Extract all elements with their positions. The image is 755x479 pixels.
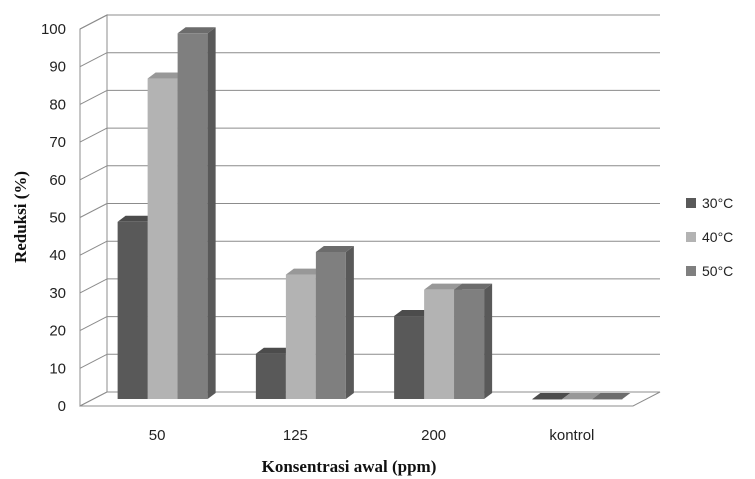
x-tick-label-kontrol: kontrol	[549, 427, 594, 444]
bar-front	[177, 33, 208, 400]
y-tick-label: 60	[49, 172, 66, 189]
bar-50°C-200	[454, 283, 493, 399]
floor	[79, 391, 661, 407]
gridline-side	[79, 240, 108, 256]
bar-top	[255, 347, 294, 354]
y-tick-label: 0	[58, 398, 66, 415]
gridline-side	[79, 89, 108, 105]
y-tick-label: 90	[49, 59, 66, 76]
y-tick-label: 20	[49, 323, 66, 340]
bar-top	[394, 310, 433, 317]
y-tick-label: 70	[49, 134, 66, 151]
bar-top	[285, 268, 324, 275]
bar-side	[345, 245, 354, 399]
bar-top	[592, 393, 631, 399]
bar-top	[562, 393, 601, 399]
x-axis-label: Konsentrasi awal (ppm)	[262, 457, 437, 476]
y-tick-labels: 0 10 20 30 40 50 60 70 80 90 100	[41, 21, 66, 415]
x-tick-label-125: 125	[283, 427, 308, 444]
bar-front	[147, 78, 178, 400]
legend-swatch	[686, 198, 696, 208]
x-tick-label-50: 50	[149, 427, 166, 444]
bar-40°C-kontrol	[562, 393, 601, 400]
bar-top	[147, 72, 186, 79]
y-tick-label: 100	[41, 21, 66, 38]
bar-front	[117, 221, 148, 399]
bar-top	[454, 283, 493, 290]
bar-front	[424, 289, 455, 399]
gridline-side	[79, 316, 108, 332]
gridline-side	[79, 278, 108, 294]
gridline-side	[79, 165, 108, 181]
bar-top	[315, 245, 354, 252]
gridline-side	[79, 353, 108, 369]
gridline-side	[79, 14, 108, 30]
bar-side	[207, 27, 216, 400]
x-tick-labels: 50 125 200 kontrol	[149, 427, 595, 444]
bar-front	[562, 399, 593, 400]
y-tick-label: 40	[49, 247, 66, 264]
y-tick-label: 10	[49, 360, 66, 377]
bar-50°C-kontrol	[592, 393, 631, 400]
legend-label: 30°C	[702, 195, 733, 211]
y-tick-label: 30	[49, 285, 66, 302]
bar-top	[117, 215, 156, 222]
gridline-side	[79, 203, 108, 218]
y-tick-label: 50	[49, 210, 66, 227]
bar-front	[315, 251, 346, 399]
bars	[117, 27, 631, 400]
y-axis-label: Reduksi (%)	[11, 171, 30, 263]
x-tick-label-200: 200	[421, 427, 446, 444]
y-tick-label: 80	[49, 96, 66, 113]
bar-top	[177, 27, 216, 34]
legend: 30°C 40°C 50°C	[686, 195, 733, 279]
legend-label: 40°C	[702, 229, 733, 245]
bar-front	[454, 289, 485, 399]
bar-front	[255, 353, 286, 399]
legend-swatch	[686, 232, 696, 242]
legend-label: 50°C	[702, 263, 733, 279]
bar-top	[532, 393, 571, 399]
bar-30°C-kontrol	[532, 393, 571, 400]
legend-swatch	[686, 266, 696, 276]
bar-front	[592, 399, 623, 400]
bar-front	[532, 399, 563, 400]
bar-front	[394, 316, 425, 399]
gridline-side	[79, 52, 108, 68]
bar-front	[285, 274, 316, 399]
bar-top	[424, 283, 463, 290]
bar-side	[484, 283, 493, 399]
bar-50°C-50	[177, 27, 216, 400]
gridline-side	[79, 127, 108, 143]
bar-50°C-125	[315, 245, 354, 399]
